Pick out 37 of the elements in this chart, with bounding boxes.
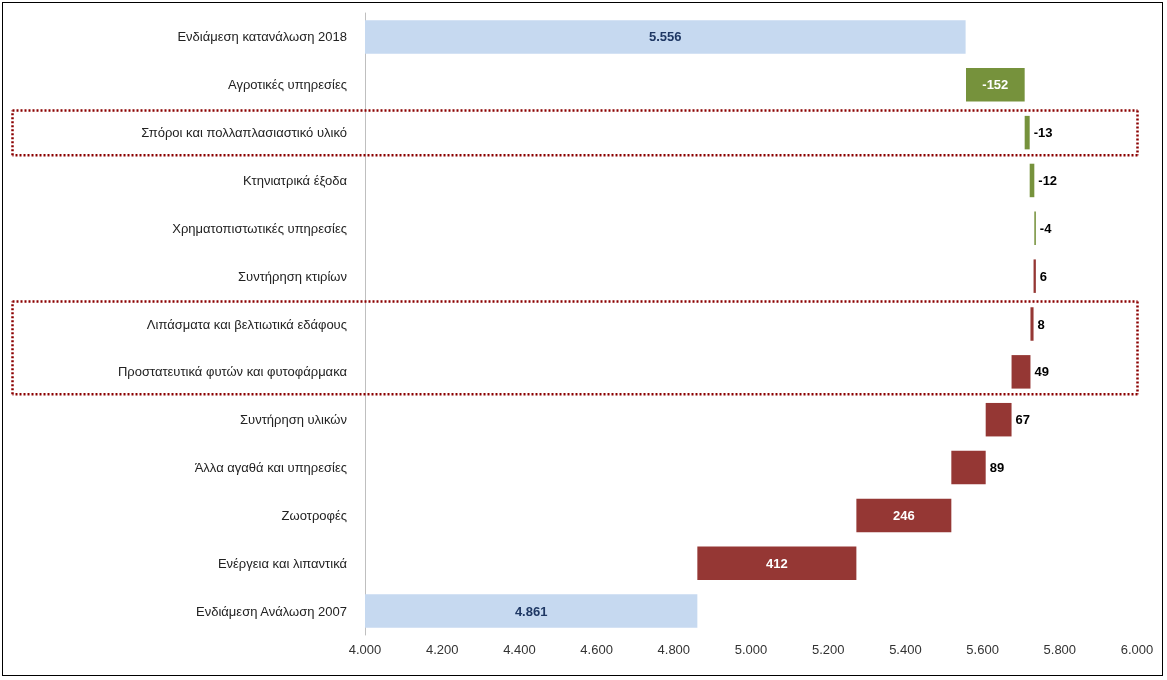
data-label: 5.556: [649, 29, 682, 45]
y-tick-label: Σπόροι και πολλαπλασιαστικό υλικό: [141, 125, 347, 141]
x-tick-label: 5.600: [966, 642, 999, 657]
y-tick-label: Συντήρηση υλικών: [240, 412, 347, 428]
y-tick-label: Ενδιάμεση Ανάλωση 2007: [196, 603, 347, 619]
data-label: -12: [1038, 172, 1058, 188]
data-label: -152: [982, 77, 1009, 93]
y-tick-label: Λιπάσματα και βελτιωτικά εδάφους: [146, 316, 347, 332]
y-tick-label: Αγροτικές υπηρεσίες: [227, 77, 347, 93]
data-label: 49: [1034, 364, 1049, 380]
y-tick-label: Χρηματοπιστωτικές υπηρεσίες: [172, 220, 347, 236]
y-tick-label: Άλλα αγαθά και υπηρεσίες: [194, 460, 347, 476]
data-label: 89: [989, 460, 1005, 476]
data-label: 8: [1037, 316, 1045, 332]
x-tick-label: 5.400: [889, 642, 922, 657]
data-label: 246: [893, 507, 915, 523]
x-tick-label: 4.600: [580, 642, 613, 657]
x-tick-label: 4.200: [425, 642, 459, 657]
data-label: 67: [1015, 412, 1031, 428]
y-tick-label: Ζωοτροφές: [281, 507, 347, 523]
y-tick-label: Ενδιάμεση κατανάλωση 2018: [177, 29, 347, 45]
x-tick-label: 5.800: [1043, 642, 1077, 657]
x-tick-label: 4.000: [348, 642, 382, 657]
y-tick-label: Προστατευτικά φυτών και φυτοφάρμακα: [117, 364, 348, 380]
data-label: 412: [766, 555, 788, 571]
y-tick-label: Συντήρηση κτιρίων: [238, 268, 347, 284]
x-tick-label: 5.200: [811, 642, 845, 657]
y-tick-label: Κτηνιατρικά έξοδα: [242, 172, 348, 188]
data-label: -13: [1033, 125, 1053, 141]
data-label: 6: [1039, 268, 1048, 284]
x-tick-label: 5.000: [734, 642, 768, 657]
data-label: 4.861: [514, 603, 548, 619]
x-tick-label: 4.800: [657, 642, 691, 657]
x-tick-label: 6.000: [1120, 642, 1154, 657]
x-tick-label: 4.400: [503, 642, 536, 657]
y-tick-label: Ενέργεια και λιπαντικά: [217, 555, 348, 571]
data-label: -4: [1039, 220, 1053, 236]
